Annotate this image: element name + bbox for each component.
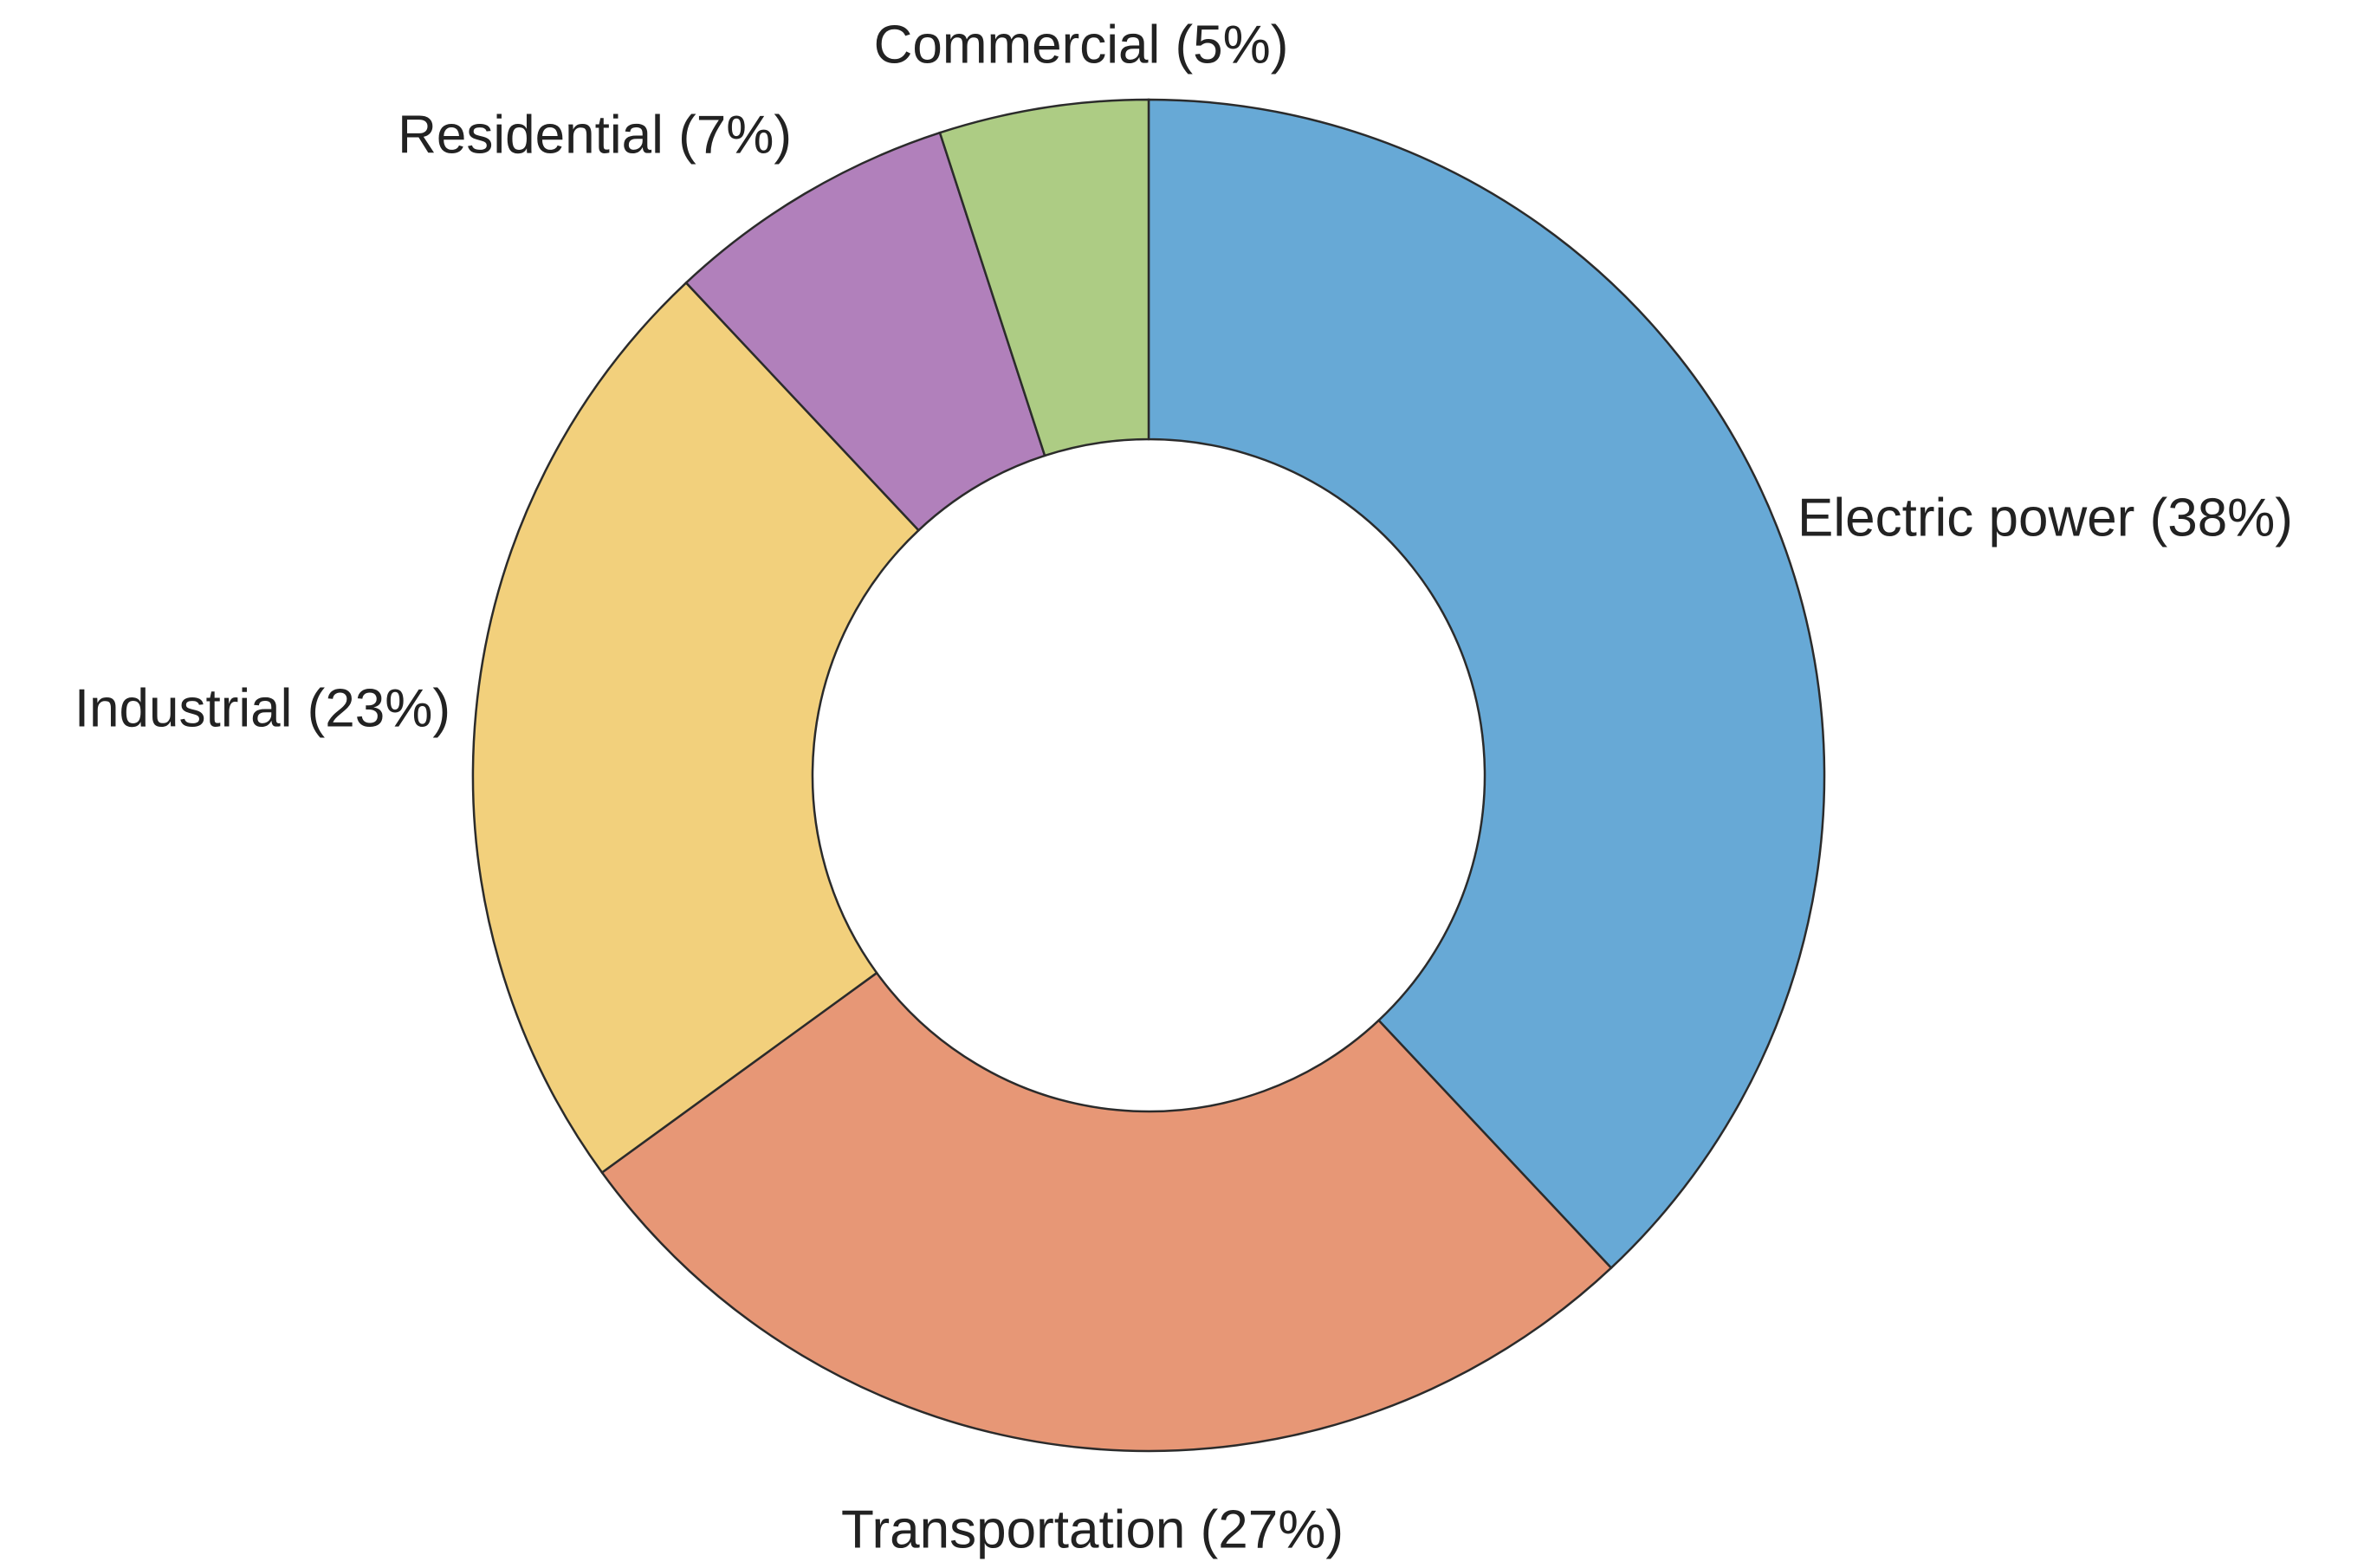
slice-label-electric-power: Electric power (38%) [1797, 488, 2293, 548]
slice-transportation [600, 971, 1613, 1453]
slice-electric-power [1147, 98, 1826, 1270]
slice-label-transportation: Transportation (27%) [841, 1500, 1344, 1559]
slice-label-industrial: Industrial (23%) [74, 678, 450, 738]
labels-group: Electric power (38%) Transportation (27%)… [74, 15, 2293, 1559]
slice-label-commercial: Commercial (5%) [874, 15, 1289, 75]
slice-label-residential: Residential (7%) [398, 105, 792, 165]
slices-group [471, 98, 1826, 1453]
slice-industrial [471, 281, 921, 1175]
slice-commercial [938, 98, 1150, 457]
